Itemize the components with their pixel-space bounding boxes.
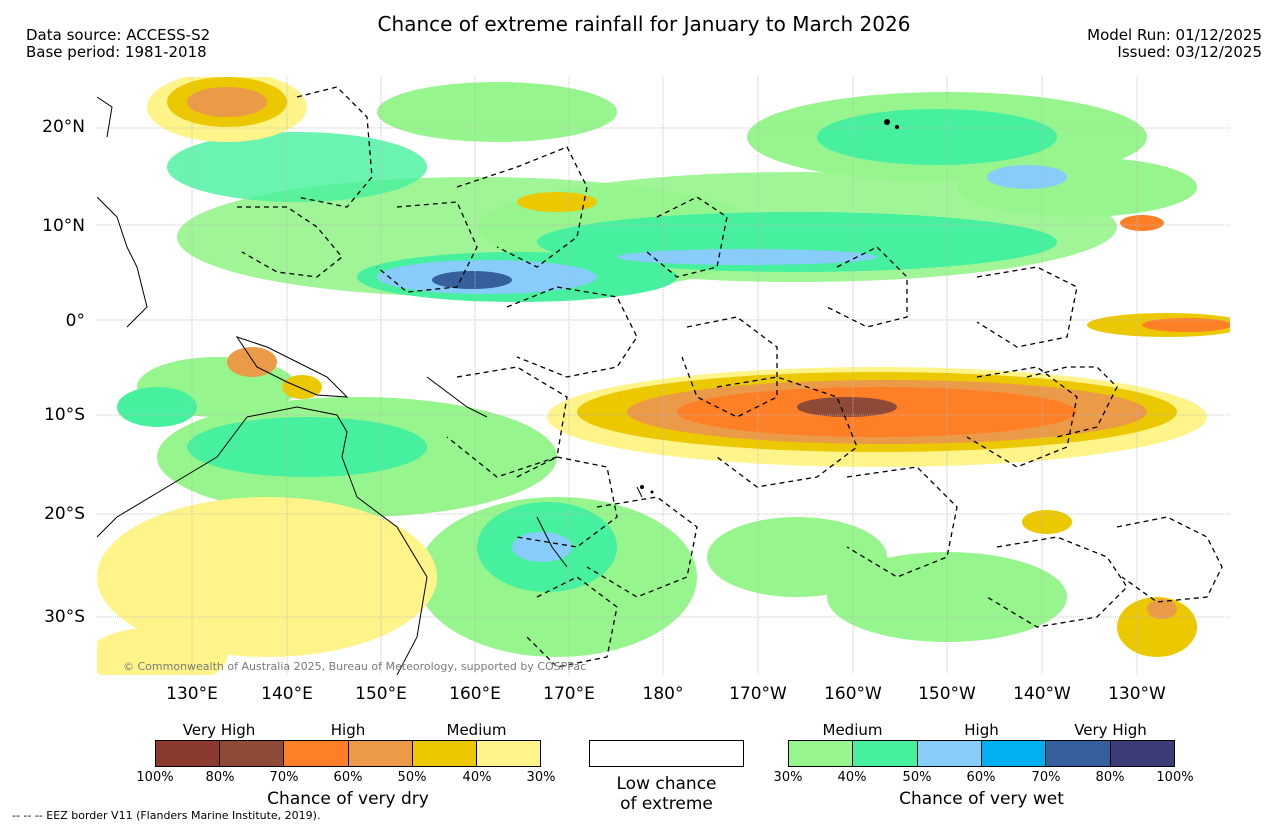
dry-tick: 40%: [462, 770, 492, 785]
dry-tick: 80%: [205, 770, 235, 785]
lon-label: 160°E: [449, 684, 501, 704]
copyright-note: © Commonwealth of Australia 2025, Bureau…: [123, 660, 587, 673]
model-run: Model Run: 01/12/2025: [1087, 26, 1262, 44]
dry-tick: 30%: [526, 770, 556, 785]
dry-swatch: [412, 741, 477, 766]
low-chance-label: Low chance of extreme: [589, 774, 744, 814]
lat-label: 10°N: [42, 216, 85, 236]
dry-category-label: Very High: [182, 721, 256, 739]
lon-label: 130°W: [1108, 684, 1166, 704]
map-canvas: [97, 77, 1230, 675]
dry-tick: 60%: [333, 770, 363, 785]
lon-label: 180°: [642, 684, 684, 704]
wet-tick: 80%: [1095, 770, 1125, 785]
lon-label: 160°W: [824, 684, 882, 704]
wet-swatch: [981, 741, 1047, 766]
wet-tick: 30%: [773, 770, 803, 785]
dry-category-label: Medium: [446, 721, 507, 739]
eez-borders: [237, 86, 1223, 668]
wet-tick: 60%: [966, 770, 996, 785]
eez-border-note: -- -- -- EEZ border V11 (Flanders Marine…: [12, 809, 321, 822]
dry-colorbar-title: Chance of very dry: [267, 789, 429, 809]
low-chance-swatch: [589, 740, 744, 767]
dry-colorbar: [155, 740, 541, 767]
wet-category-label: Medium: [822, 721, 883, 739]
wet-tick: 40%: [837, 770, 867, 785]
wet-swatch: [789, 741, 854, 766]
data-source: Data source: ACCESS-S2: [26, 26, 211, 44]
dry-category-label: High: [330, 721, 366, 739]
wet-swatch: [917, 741, 982, 766]
wet-tick: 70%: [1031, 770, 1061, 785]
low-chance-line2: of extreme: [620, 794, 713, 814]
dry-swatch: [284, 741, 349, 766]
wet-tick: 100%: [1156, 770, 1194, 785]
dry-tick: 50%: [397, 770, 427, 785]
wet-category-label: Very High: [1074, 721, 1147, 739]
lat-label: 20°N: [42, 117, 85, 137]
lat-label: 30°S: [44, 607, 85, 627]
rainfall-map[interactable]: © Commonwealth of Australia 2025, Bureau…: [97, 77, 1230, 675]
lat-label: 10°S: [44, 405, 85, 425]
lon-label: 150°E: [355, 684, 407, 704]
lat-label: 20°S: [44, 504, 85, 524]
lat-label: 0°: [65, 311, 85, 331]
wet-colorbar-title: Chance of very wet: [899, 789, 1064, 809]
dry-swatch: [348, 741, 413, 766]
lon-label: 170°E: [543, 684, 595, 704]
dry-swatch: [476, 741, 541, 766]
base-period: Base period: 1981-2018: [26, 43, 207, 61]
dry-tick: 70%: [269, 770, 299, 785]
meta-right: Model Run: 01/12/2025 Issued: 03/12/2025: [1087, 27, 1262, 61]
map-title: Chance of extreme rainfall for January t…: [377, 12, 911, 36]
lon-label: 150°W: [918, 684, 976, 704]
coastlines: [97, 96, 643, 675]
wet-swatch: [853, 741, 918, 766]
dry-tick: 100%: [136, 770, 174, 785]
issued-date: Issued: 03/12/2025: [1117, 43, 1262, 61]
dry-swatch: [220, 741, 285, 766]
wet-swatch: [1110, 741, 1174, 766]
islands: [640, 119, 899, 494]
low-chance-line1: Low chance: [616, 774, 717, 794]
wet-swatch: [1046, 741, 1111, 766]
wet-colorbar: [788, 740, 1175, 767]
graticule: [97, 77, 1230, 675]
wet-category-label: High: [964, 721, 999, 739]
lon-label: 170°W: [729, 684, 787, 704]
lon-label: 140°W: [1013, 684, 1071, 704]
wet-tick: 50%: [902, 770, 932, 785]
dry-swatch: [156, 741, 221, 766]
lon-label: 130°E: [166, 684, 218, 704]
lon-label: 140°E: [261, 684, 313, 704]
meta-left: Data source: ACCESS-S2 Base period: 1981…: [26, 27, 210, 61]
